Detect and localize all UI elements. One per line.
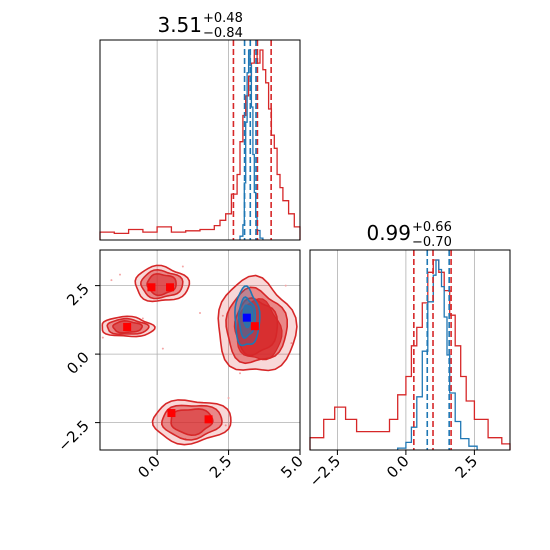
red-mode-marker <box>204 415 213 424</box>
joint-sample-point <box>101 336 104 339</box>
marginal-y-hist-blue <box>397 259 478 450</box>
marginal-y-title-minus: −0.70 <box>412 235 452 250</box>
marginal-x-panel <box>99 39 301 241</box>
red-contour-inner <box>170 408 214 437</box>
marginal-x-title-value: 3.51 <box>157 13 202 37</box>
red-mode-marker <box>147 283 156 292</box>
joint-frame <box>99 249 301 451</box>
joint-sample-point <box>284 284 287 287</box>
red-mode-marker <box>166 283 174 292</box>
joint-sample-point <box>290 342 293 345</box>
joint-sample-point <box>227 396 230 399</box>
marginal-y-title-plus: +0.66 <box>412 220 452 235</box>
marginal-x-title-minus: −0.84 <box>203 26 243 41</box>
joint-sample-point <box>224 424 227 427</box>
red-mode-marker <box>123 322 132 331</box>
blue-mode-marker <box>242 313 251 322</box>
joint-contours <box>101 264 298 446</box>
marginal-y-frame <box>309 249 511 451</box>
marginal-y-hist-red <box>309 259 511 450</box>
red-mode-marker <box>250 322 259 331</box>
joint-sample-point <box>161 347 164 350</box>
marginal-y-title-value: 0.99 <box>366 221 411 245</box>
marginal-x-frame <box>99 39 301 241</box>
joint-sample-point <box>119 273 121 276</box>
joint-sample-point <box>110 279 113 282</box>
marginal-x-title-plus: +0.48 <box>203 11 243 26</box>
joint-sample-point <box>239 372 241 375</box>
joint-sample-point <box>141 317 144 320</box>
joint-sample-point <box>199 312 201 315</box>
joint-sample-point <box>181 265 184 268</box>
red-mode-marker <box>167 409 176 418</box>
joint-sample-point <box>221 314 224 317</box>
